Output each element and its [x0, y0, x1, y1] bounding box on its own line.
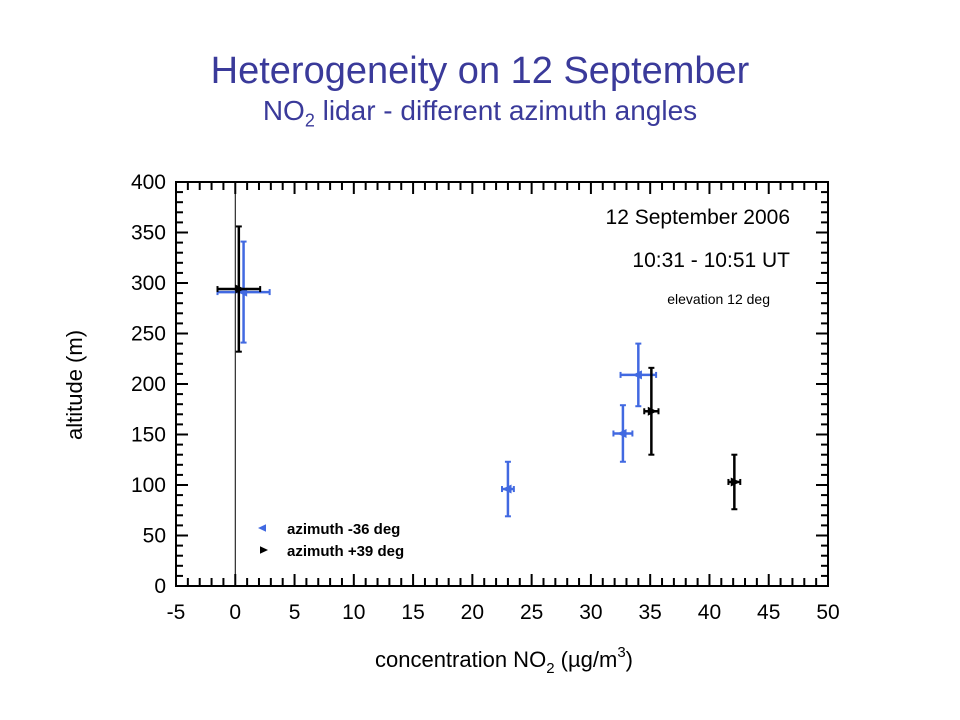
- x-tick-label: -5: [167, 601, 186, 624]
- subtitle-prefix: NO: [262, 95, 305, 126]
- text-layer: 12 September 2006 10:31 - 10:51 UT eleva…: [62, 171, 840, 677]
- legend-label: azimuth +39 deg: [287, 543, 404, 560]
- x-label-prefix: concentration NO: [375, 647, 546, 672]
- legend-marker: [258, 524, 266, 532]
- annotation-date: 12 September 2006: [606, 206, 790, 229]
- y-tick-label: 150: [131, 424, 166, 447]
- y-tick-label: 400: [131, 171, 166, 194]
- y-tick-label: 100: [131, 474, 166, 497]
- plot-frame: [175, 181, 829, 587]
- legend-marker: [260, 546, 268, 554]
- data-point-marker: [616, 428, 627, 438]
- x-tick-label: 20: [461, 601, 484, 624]
- x-tick-label: 45: [757, 601, 780, 624]
- slide-title: Heterogeneity on 12 September: [210, 50, 750, 92]
- x-tick-label: 25: [520, 601, 543, 624]
- y-tick-label: 350: [131, 222, 166, 245]
- slide-subtitle: NO2 lidar - different azimuth angles: [0, 94, 960, 138]
- y-axis-label: altitude (m): [62, 330, 87, 440]
- annotation-time: 10:31 - 10:51 UT: [632, 249, 790, 272]
- axes-frame: [175, 181, 829, 587]
- x-tick-label: 0: [229, 601, 241, 624]
- x-tick-label: 10: [342, 601, 365, 624]
- y-tick-label: 200: [131, 373, 166, 396]
- slide-title-block: Heterogeneity on 12 September NO2 lidar …: [0, 48, 960, 138]
- y-tick-label: 300: [131, 272, 166, 295]
- data-point-marker: [501, 484, 512, 494]
- x-tick-label: 35: [639, 601, 662, 624]
- data-point-marker: [235, 284, 245, 294]
- subtitle-suffix: lidar - different azimuth angles: [314, 95, 698, 126]
- x-label-close: ): [626, 647, 633, 672]
- legend-label: azimuth -36 deg: [287, 521, 400, 538]
- y-tick-label: 0: [154, 575, 166, 598]
- x-tick-label: 15: [401, 601, 424, 624]
- x-tick-label: 50: [816, 601, 839, 624]
- annotation-elevation: elevation 12 deg: [667, 291, 770, 307]
- data-point-marker: [730, 477, 741, 487]
- data-point-marker: [647, 406, 658, 416]
- data-layer: [216, 225, 742, 554]
- x-label-superscript: 3: [617, 644, 625, 661]
- data-point-marker: [632, 370, 642, 380]
- y-tick-label: 50: [143, 525, 166, 548]
- subtitle-subscript: 2: [304, 110, 315, 131]
- x-tick-label: 5: [289, 601, 301, 624]
- y-tick-label: 250: [131, 323, 166, 346]
- x-label-unit: (µg/m: [555, 647, 618, 672]
- x-axis-label: concentration NO2 (µg/m3): [375, 644, 633, 677]
- x-tick-label: 30: [579, 601, 602, 624]
- x-tick-label: 40: [698, 601, 721, 624]
- x-label-subscript: 2: [546, 660, 554, 677]
